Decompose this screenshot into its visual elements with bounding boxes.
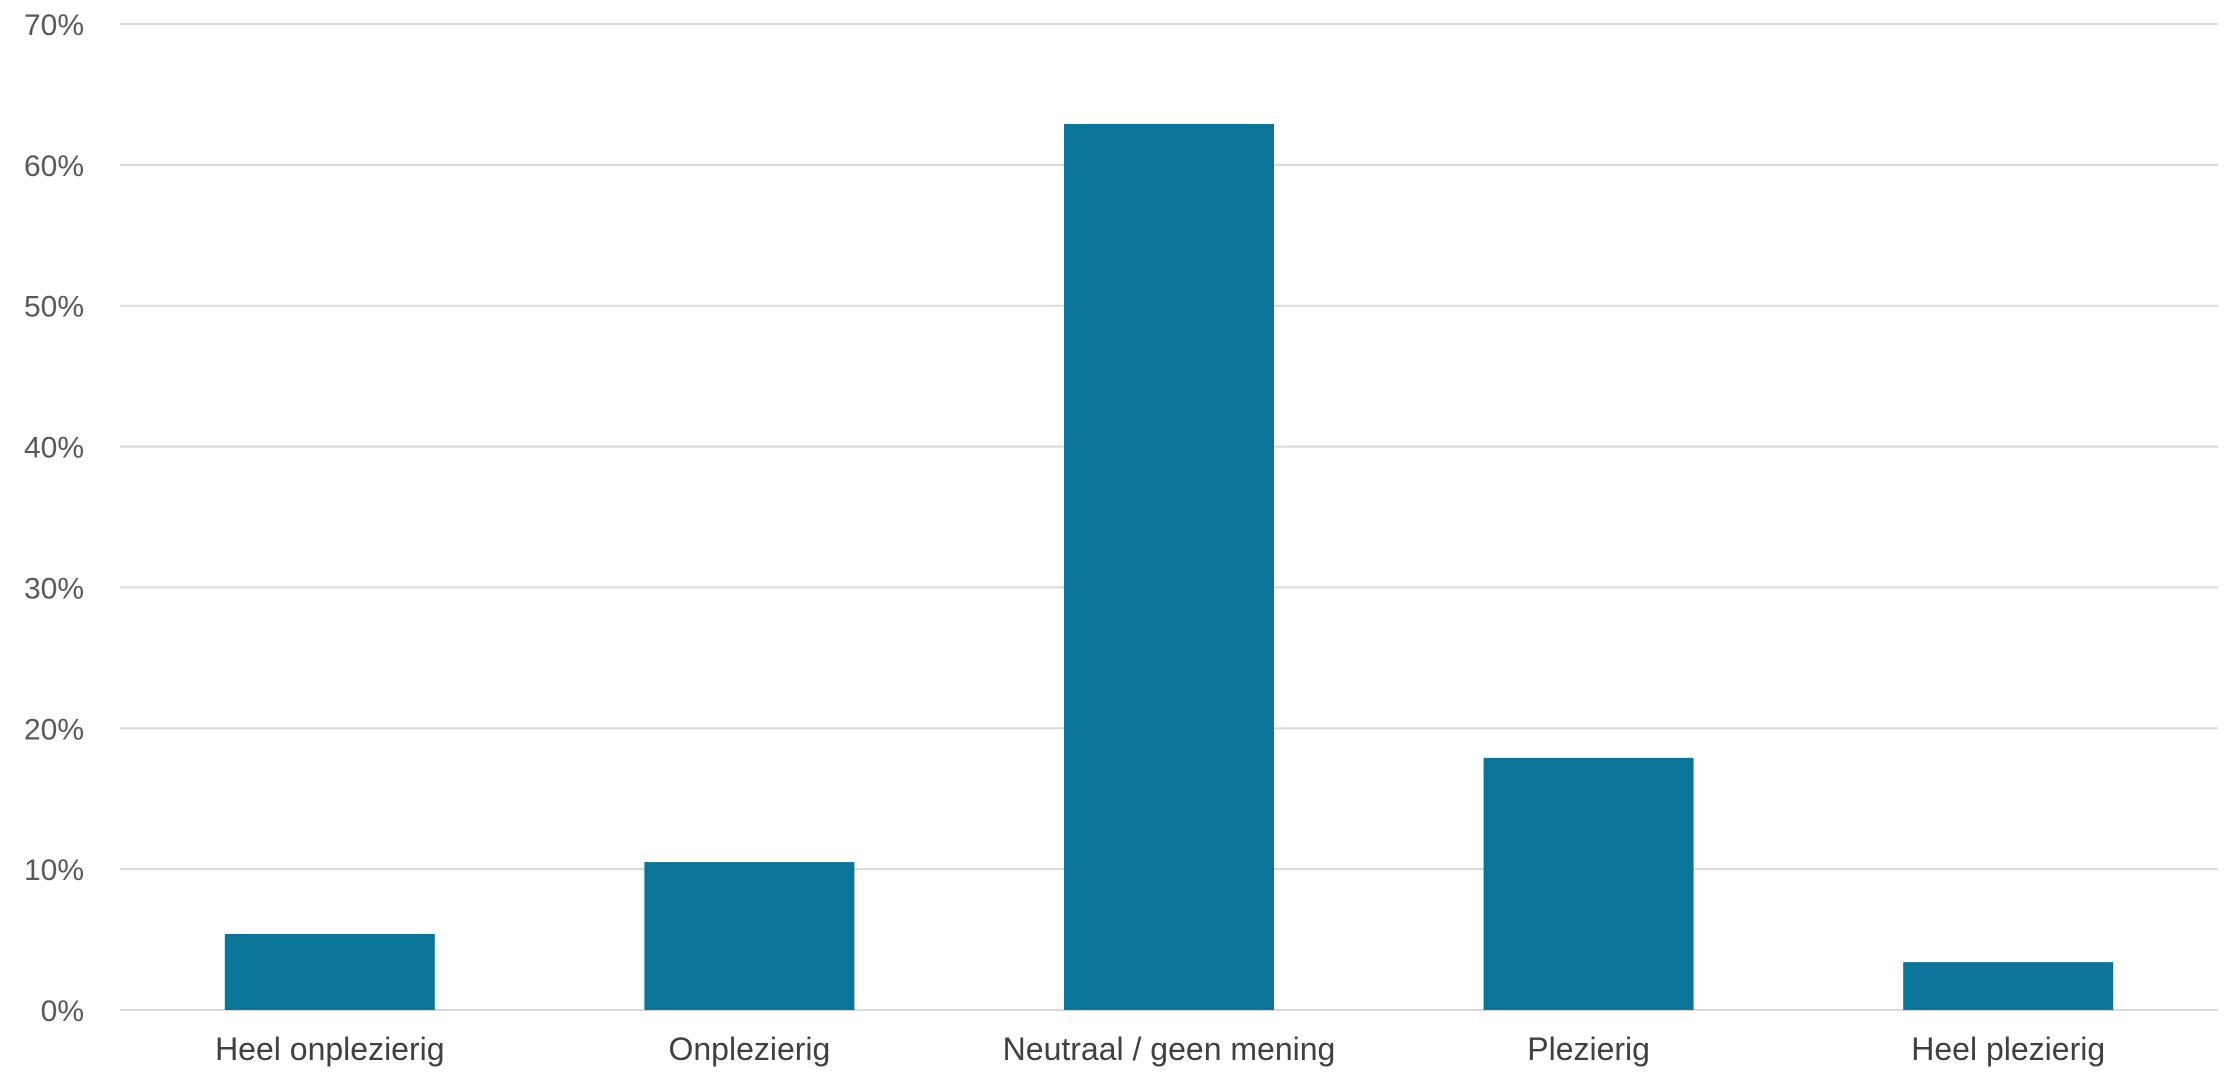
bars	[224, 124, 2114, 1011]
y-tick-label: 20%	[24, 713, 84, 746]
bar	[224, 933, 435, 1010]
y-tick-label: 50%	[24, 291, 84, 324]
y-tick-label: 30%	[24, 572, 84, 605]
x-category-label: Heel onplezierig	[215, 1031, 444, 1067]
y-tick-label: 70%	[24, 9, 84, 42]
x-axis-labels: Heel onplezierig Onplezierig Neutraal / ge…	[215, 1031, 2105, 1067]
bar	[1903, 962, 2114, 1010]
x-category-label: Plezierig	[1527, 1031, 1650, 1067]
bar	[644, 862, 855, 1010]
y-tick-label: 10%	[24, 854, 84, 887]
bar	[1064, 124, 1274, 1011]
x-category-label: Onplezierig	[668, 1031, 830, 1067]
y-tick-label: 40%	[24, 432, 84, 465]
x-category-label: Heel plezierig	[1911, 1031, 2105, 1067]
x-category-label: Neutraal / geen mening	[1003, 1031, 1336, 1067]
y-tick-label: 60%	[24, 150, 84, 183]
y-tick-label: 0%	[41, 995, 84, 1028]
bar	[1483, 757, 1694, 1010]
y-axis-ticks: 0% 10% 20% 30% 40% 50% 60% 70%	[24, 9, 84, 1028]
